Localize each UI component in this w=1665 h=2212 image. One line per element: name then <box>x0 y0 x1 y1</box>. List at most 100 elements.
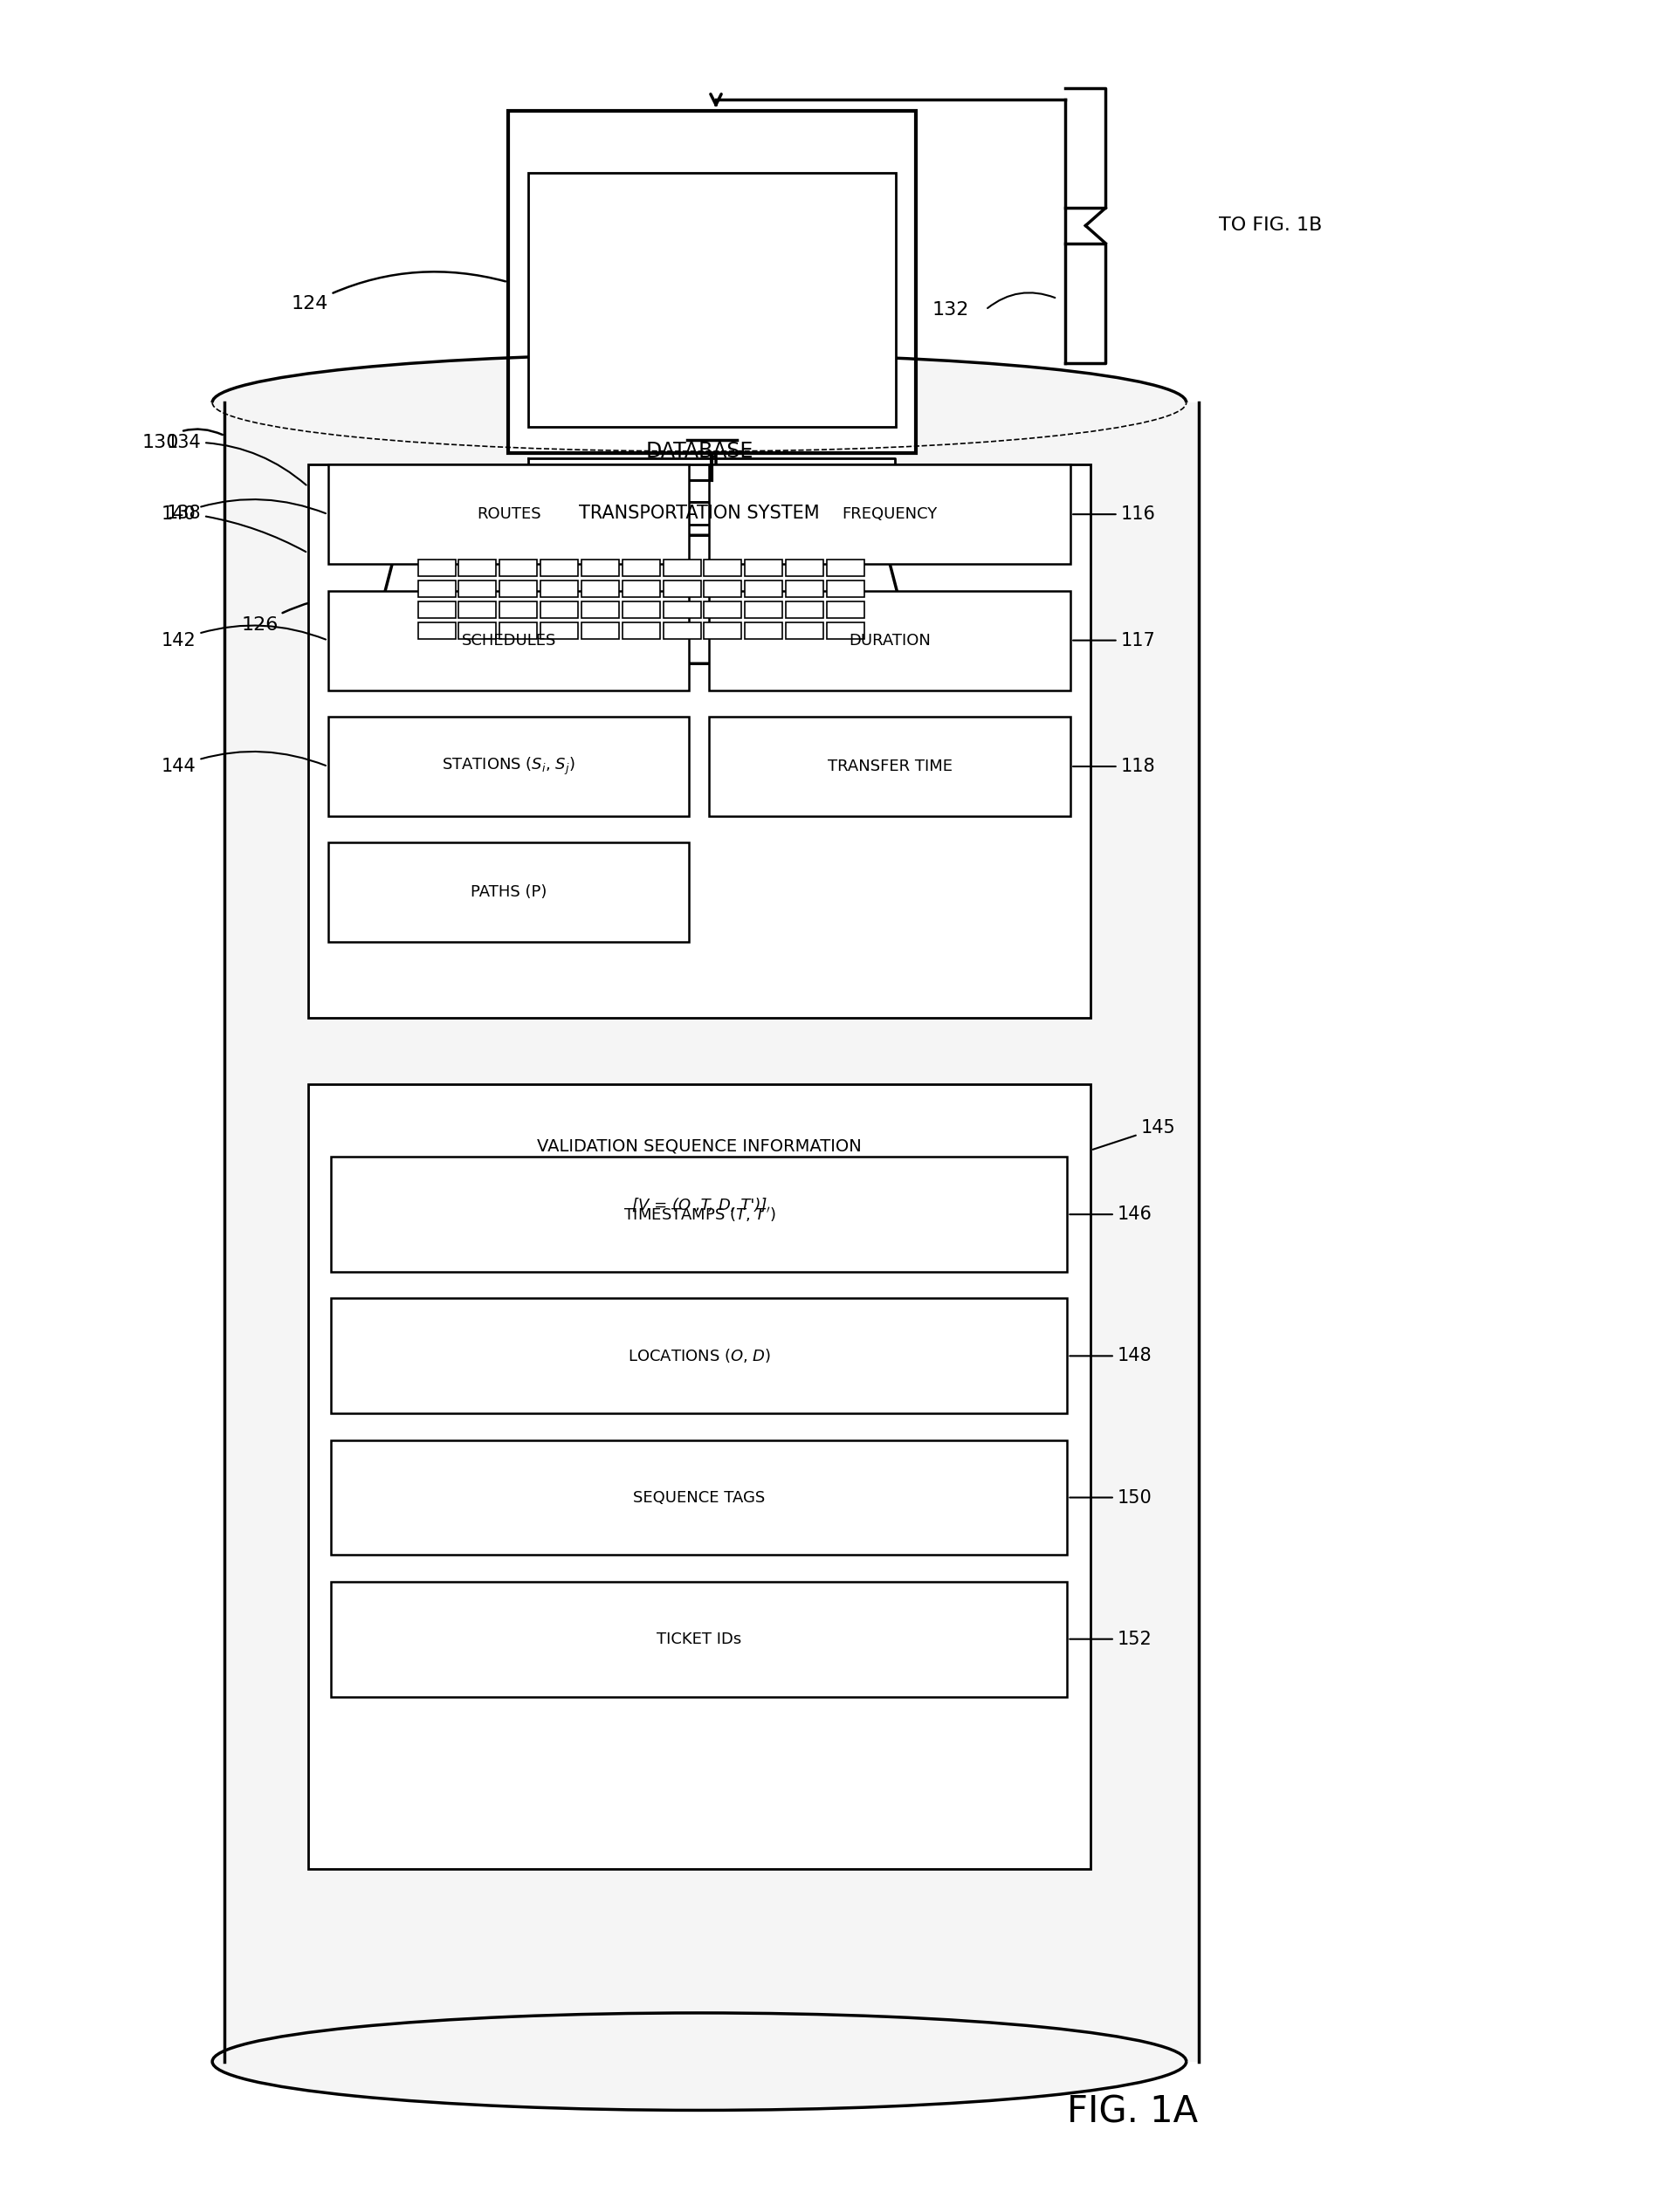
Bar <box>541 624 578 639</box>
Text: 138: 138 <box>167 504 306 551</box>
Bar <box>704 624 741 639</box>
Bar <box>418 624 456 639</box>
Bar <box>744 624 783 639</box>
Bar <box>623 624 659 639</box>
Text: 142: 142 <box>162 626 326 648</box>
Text: 144: 144 <box>162 752 326 774</box>
Bar <box>623 582 659 597</box>
FancyBboxPatch shape <box>709 465 1071 564</box>
FancyBboxPatch shape <box>308 1084 1091 1869</box>
FancyBboxPatch shape <box>709 717 1071 816</box>
Bar <box>744 560 783 577</box>
Bar <box>541 560 578 577</box>
Bar <box>663 560 701 577</box>
Text: 134: 134 <box>167 434 306 484</box>
Text: SEQUENCE TAGS: SEQUENCE TAGS <box>633 1489 766 1506</box>
Text: STATIONS ($S_i$, $S_j$): STATIONS ($S_i$, $S_j$) <box>441 757 576 776</box>
Bar <box>418 582 456 597</box>
Text: FREQUENCY: FREQUENCY <box>842 507 937 522</box>
Bar <box>581 582 619 597</box>
FancyBboxPatch shape <box>331 1298 1067 1413</box>
Bar <box>581 624 619 639</box>
Bar <box>704 560 741 577</box>
Bar <box>460 624 496 639</box>
Bar <box>786 582 823 597</box>
Bar <box>460 560 496 577</box>
Bar <box>460 602 496 619</box>
Text: 118: 118 <box>1072 759 1156 774</box>
Bar <box>500 582 538 597</box>
Bar <box>623 560 659 577</box>
Text: [V = (O ,T, D, T')]: [V = (O ,T, D, T')] <box>633 1197 766 1214</box>
Polygon shape <box>366 535 916 664</box>
Bar <box>744 582 783 597</box>
Polygon shape <box>403 502 1019 524</box>
Text: DURATION: DURATION <box>849 633 931 648</box>
Bar <box>663 582 701 597</box>
FancyBboxPatch shape <box>308 465 1091 1018</box>
Text: 145: 145 <box>1092 1119 1175 1150</box>
Text: LOCATIONS ($O$, $D$): LOCATIONS ($O$, $D$) <box>628 1347 771 1365</box>
Bar <box>418 560 456 577</box>
Text: 140: 140 <box>162 500 326 522</box>
Bar <box>786 560 823 577</box>
Text: 132: 132 <box>932 301 969 319</box>
FancyBboxPatch shape <box>328 465 689 564</box>
Bar <box>460 582 496 597</box>
FancyBboxPatch shape <box>328 591 689 690</box>
Bar <box>826 582 864 597</box>
Text: TIMESTAMPS ($T$, $T'$): TIMESTAMPS ($T$, $T'$) <box>623 1206 776 1223</box>
Bar <box>541 602 578 619</box>
Text: TICKET IDs: TICKET IDs <box>658 1630 741 1648</box>
Bar <box>418 602 456 619</box>
Text: PATHS (P): PATHS (P) <box>471 885 546 900</box>
Text: TO FIG. 1B: TO FIG. 1B <box>1219 217 1322 234</box>
Polygon shape <box>470 480 952 502</box>
Text: 116: 116 <box>1072 507 1156 522</box>
Text: FIG. 1A: FIG. 1A <box>1067 2095 1197 2130</box>
FancyBboxPatch shape <box>709 591 1071 690</box>
Text: 146: 146 <box>1069 1206 1152 1223</box>
Bar <box>581 602 619 619</box>
FancyBboxPatch shape <box>225 403 1199 2062</box>
FancyBboxPatch shape <box>328 717 689 816</box>
Bar <box>623 602 659 619</box>
Text: 150: 150 <box>1069 1489 1152 1506</box>
Bar <box>581 560 619 577</box>
Text: 130: 130 <box>142 429 223 451</box>
Bar <box>541 582 578 597</box>
Bar <box>826 624 864 639</box>
FancyBboxPatch shape <box>331 1440 1067 1555</box>
Text: 117: 117 <box>1072 633 1156 648</box>
Bar <box>826 602 864 619</box>
FancyBboxPatch shape <box>331 1157 1067 1272</box>
Text: ROUTES: ROUTES <box>476 507 541 522</box>
Bar <box>704 602 741 619</box>
Bar <box>500 624 538 639</box>
Text: DATABASE: DATABASE <box>646 440 753 462</box>
Text: VALIDATION SEQUENCE INFORMATION: VALIDATION SEQUENCE INFORMATION <box>538 1137 861 1155</box>
Bar <box>704 582 741 597</box>
Bar <box>663 624 701 639</box>
Bar <box>744 602 783 619</box>
FancyBboxPatch shape <box>328 843 689 942</box>
Text: SCHEDULES: SCHEDULES <box>461 633 556 648</box>
FancyBboxPatch shape <box>331 1582 1067 1697</box>
Bar <box>786 624 823 639</box>
Text: TRANSFER TIME: TRANSFER TIME <box>828 759 952 774</box>
Bar <box>663 602 701 619</box>
Text: 126: 126 <box>241 595 406 635</box>
Text: 124: 124 <box>291 272 506 312</box>
FancyBboxPatch shape <box>528 173 896 427</box>
Text: 152: 152 <box>1069 1630 1152 1648</box>
Text: 148: 148 <box>1069 1347 1152 1365</box>
Bar <box>786 602 823 619</box>
Polygon shape <box>529 458 896 480</box>
Bar <box>500 602 538 619</box>
Ellipse shape <box>211 354 1185 451</box>
Bar <box>500 560 538 577</box>
Text: TRANSPORTATION SYSTEM: TRANSPORTATION SYSTEM <box>579 504 819 522</box>
Ellipse shape <box>211 2013 1185 2110</box>
FancyBboxPatch shape <box>508 111 916 453</box>
Bar <box>826 560 864 577</box>
